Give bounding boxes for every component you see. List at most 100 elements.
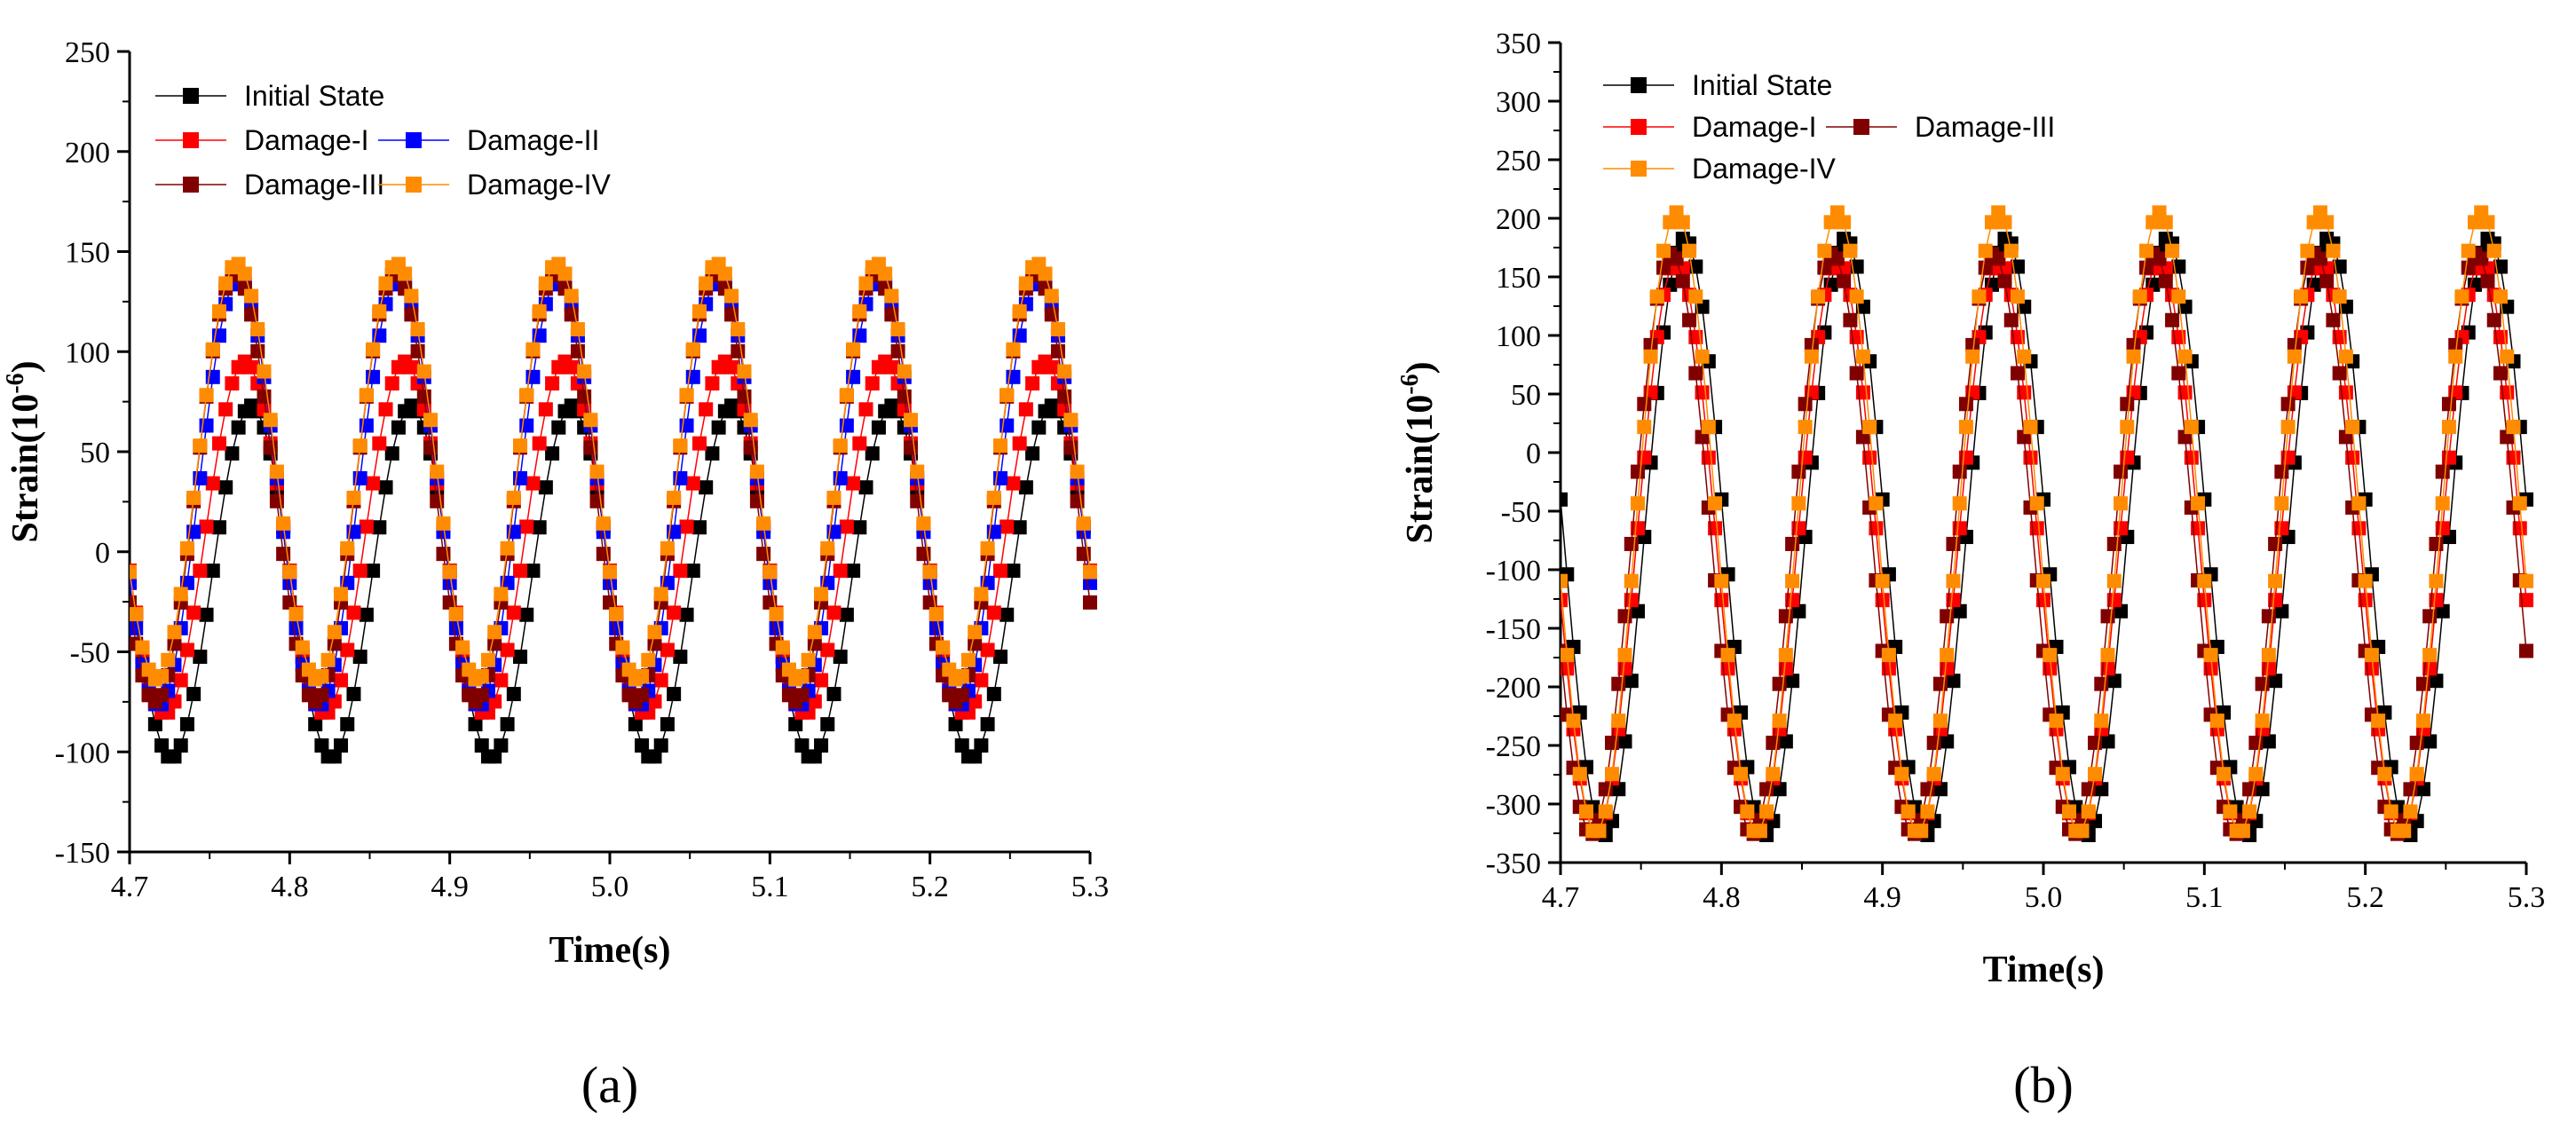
data-point <box>436 516 451 531</box>
data-point <box>1714 573 1729 588</box>
data-point <box>2261 648 2276 663</box>
data-point <box>2191 496 2206 511</box>
data-point <box>1940 609 1955 624</box>
data-point <box>2197 593 2212 608</box>
data-point <box>2094 782 2109 797</box>
data-point <box>269 493 284 508</box>
data-point <box>2486 243 2501 258</box>
data-point <box>2300 260 2315 275</box>
data-point <box>1881 648 1896 663</box>
legend-label: Damage-II <box>467 124 599 156</box>
data-point <box>1862 420 1877 435</box>
data-point <box>1772 676 1787 691</box>
y-tick-label: 150 <box>65 237 110 270</box>
data-point <box>635 738 650 753</box>
data-point <box>2023 450 2038 465</box>
data-point <box>769 607 784 622</box>
data-point <box>2435 496 2450 511</box>
data-point <box>1631 464 1646 479</box>
data-point <box>928 607 944 622</box>
data-point <box>596 516 611 531</box>
data-point <box>2441 450 2456 465</box>
data-point <box>570 322 585 337</box>
y-tick-label: 150 <box>1496 262 1541 295</box>
data-point <box>1611 676 1626 691</box>
data-point <box>1012 520 1027 535</box>
data-point <box>1875 593 1890 608</box>
data-point <box>2493 289 2508 304</box>
data-point <box>769 620 784 635</box>
data-point <box>2274 464 2289 479</box>
data-point <box>922 564 937 579</box>
y-axis-title-exponent: -6 <box>2 373 29 393</box>
data-point <box>1031 420 1047 435</box>
data-point <box>1720 661 1735 676</box>
data-point <box>167 694 182 709</box>
data-point <box>173 587 188 602</box>
data-point <box>538 402 553 417</box>
data-point <box>974 738 989 753</box>
data-point <box>711 420 726 435</box>
data-point <box>2055 767 2070 782</box>
data-point <box>1837 215 1852 230</box>
data-point <box>2017 349 2032 364</box>
data-point <box>179 717 194 732</box>
data-point <box>2383 804 2398 819</box>
data-point <box>1875 573 1890 588</box>
data-point <box>532 303 547 319</box>
data-point <box>352 564 367 579</box>
data-point <box>679 607 694 622</box>
data-point <box>2062 804 2077 819</box>
data-point <box>2506 450 2521 465</box>
data-point <box>2235 824 2250 839</box>
data-point <box>130 564 137 579</box>
data-point <box>833 564 848 579</box>
data-point <box>1006 476 1021 491</box>
data-point <box>635 668 650 683</box>
legend-label: Initial State <box>1692 69 1832 101</box>
data-point <box>1070 464 1085 479</box>
data-point <box>334 587 349 602</box>
data-point <box>807 625 822 640</box>
data-point <box>1940 734 1955 749</box>
data-point <box>2448 337 2463 352</box>
data-point <box>366 342 381 357</box>
data-point <box>577 364 592 379</box>
data-point <box>2177 349 2193 364</box>
data-point <box>685 476 700 491</box>
data-point <box>154 738 170 753</box>
data-point <box>1772 713 1787 729</box>
data-point <box>653 738 668 753</box>
data-point <box>2248 767 2264 782</box>
x-tick-label: 5.2 <box>911 871 949 903</box>
data-point <box>179 540 194 556</box>
y-tick-label: 200 <box>1496 203 1541 236</box>
data-point <box>2274 496 2289 511</box>
y-tick-label: -150 <box>55 837 110 870</box>
data-point <box>327 749 342 764</box>
data-point <box>1018 276 1033 291</box>
data-point <box>705 376 720 391</box>
data-point <box>1643 349 1658 364</box>
data-point <box>2512 496 2527 511</box>
data-point <box>1837 273 1852 288</box>
data-point <box>193 564 208 579</box>
data-point <box>519 607 534 622</box>
data-point <box>295 640 310 655</box>
data-point <box>525 342 541 357</box>
data-point <box>276 516 291 531</box>
data-point <box>968 749 983 764</box>
data-point <box>1932 782 1948 797</box>
data-point <box>993 564 1008 579</box>
data-point <box>660 717 675 732</box>
legend-marker <box>1853 119 1869 135</box>
data-point <box>257 389 272 404</box>
y-tick-label: -50 <box>70 637 110 670</box>
data-point <box>225 445 240 461</box>
data-point <box>500 717 515 732</box>
data-point <box>372 436 387 451</box>
data-point <box>986 687 1001 702</box>
data-point <box>2203 648 2218 663</box>
data-point <box>2435 464 2450 479</box>
data-point <box>1869 496 1884 511</box>
